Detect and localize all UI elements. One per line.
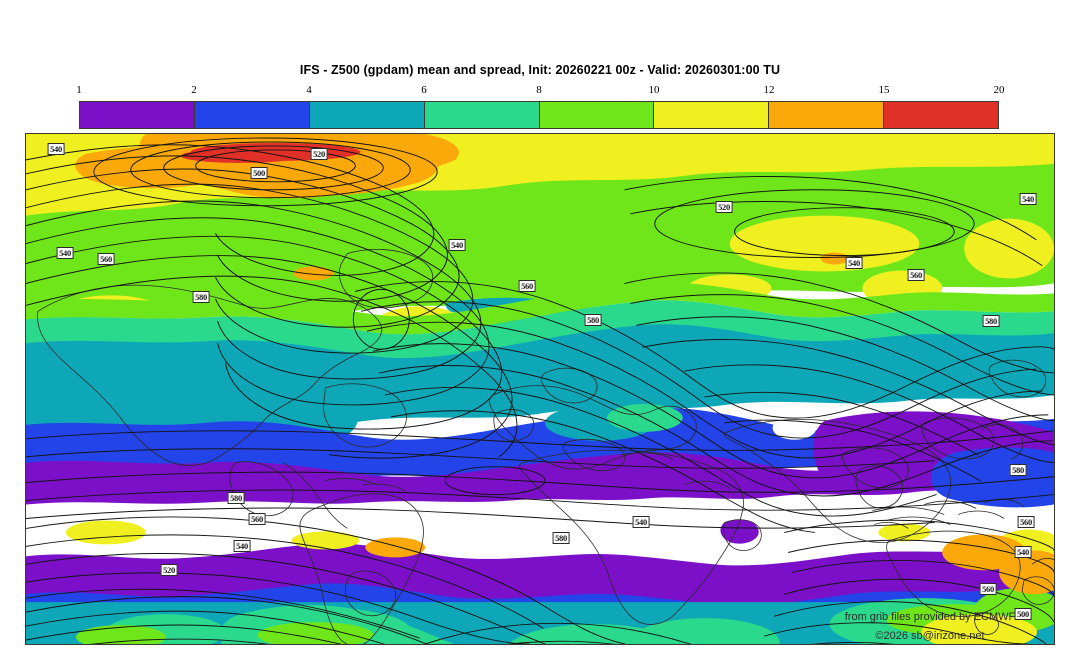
spread-australia-blue [931, 447, 1054, 508]
contour-label-540: 540 [47, 143, 65, 155]
contour-label-520: 520 [160, 564, 178, 576]
colorbar-band-teal [308, 102, 424, 128]
spread-blob-teal-6 [729, 351, 840, 395]
contour-label-500: 500 [1014, 608, 1032, 620]
colorbar-bands [79, 101, 999, 129]
spread-blob-yellow-s1 [921, 614, 1038, 644]
colorbar-band-yellow [653, 102, 769, 128]
spread-band-6-8-north [26, 300, 1054, 359]
attribution-copyright: ©2026 sb@irizone.net [875, 630, 985, 642]
spread-band-8-10-north-lower [26, 282, 1054, 335]
contour-label-540: 540 [632, 516, 650, 528]
colorbar-tick-2: 2 [191, 84, 197, 96]
map-canvas [26, 134, 1054, 644]
contour-label-540: 540 [1019, 193, 1037, 205]
colorbar-tick-1: 1 [76, 84, 82, 96]
contour-label-580: 580 [192, 291, 210, 303]
spread-blob-yellow-7 [964, 218, 1054, 279]
colorbar-tick-6: 6 [421, 84, 427, 96]
contour-label-560: 560 [979, 583, 997, 595]
colorbar-band-red [883, 102, 998, 128]
colorbar-tick-10: 10 [648, 84, 660, 96]
contour-label-580: 580 [552, 532, 570, 544]
colorbar-band-purple [80, 102, 194, 128]
contour-label-560: 560 [907, 269, 925, 281]
spread-blob-orange-1 [168, 164, 233, 183]
colorbar-band-orange [768, 102, 884, 128]
spread-blob-orange-s2 [999, 550, 1054, 595]
z500-contours [26, 137, 1054, 644]
contour-label-560: 560 [1017, 516, 1035, 528]
attribution-source: from grib files provided by ECMWF [844, 611, 1016, 623]
colorbar-band-spring-green [423, 102, 539, 128]
contour-label-500: 500 [250, 167, 268, 179]
spread-finger-purple-tropic [720, 519, 759, 544]
colorbar-tick-20: 20 [993, 84, 1005, 96]
colorbar: 1 2 4 6 8 10 12 15 20 [76, 84, 1005, 129]
colorbar-tick-labels: 1 2 4 6 8 10 12 15 20 [76, 83, 1004, 99]
spread-blob-teal-5 [849, 328, 990, 389]
contour-label-520: 520 [715, 201, 733, 213]
contour-label-580: 580 [227, 492, 245, 504]
contour-label-560: 560 [518, 280, 536, 292]
colorbar-band-blue [193, 102, 309, 128]
spread-blob-orange-5 [820, 252, 849, 265]
contour-label-580: 580 [584, 314, 602, 326]
map-panel: 540 520 500 540 560 580 540 560 580 520 540 560 540 5… [25, 133, 1055, 645]
spread-blob-yellow-4 [729, 215, 920, 272]
contour-label-540: 540 [1014, 546, 1032, 558]
spread-blob-orange-4 [295, 134, 348, 144]
contour-label-540: 540 [448, 239, 466, 251]
spread-blob-yellow-s0 [878, 523, 931, 542]
colorbar-tick-8: 8 [536, 84, 542, 96]
spread-blob-green2-s5 [75, 625, 166, 644]
spread-blob-green2-s1 [257, 622, 374, 644]
contour-label-560: 560 [248, 513, 266, 525]
contour-label-540: 540 [845, 257, 863, 269]
spread-band-1-2-north [26, 452, 1054, 505]
contour-label-540: 540 [56, 247, 74, 259]
spread-blob-yellow-s4 [65, 520, 146, 545]
contour-label-540: 540 [233, 540, 251, 552]
spread-band-15-20-core-2 [180, 148, 301, 163]
colorbar-tick-15: 15 [878, 84, 890, 96]
colorbar-band-green [538, 102, 654, 128]
contour-label-580: 580 [982, 315, 1000, 327]
spread-blob-orange-3 [293, 266, 334, 281]
contour-label-560: 560 [97, 253, 115, 265]
contour-label-520: 520 [310, 148, 328, 160]
page-title: IFS - Z500 (gpdam) mean and spread, Init… [299, 63, 781, 77]
colorbar-tick-4: 4 [306, 84, 312, 96]
colorbar-tick-12: 12 [763, 84, 775, 96]
contour-label-580: 580 [1009, 464, 1027, 476]
